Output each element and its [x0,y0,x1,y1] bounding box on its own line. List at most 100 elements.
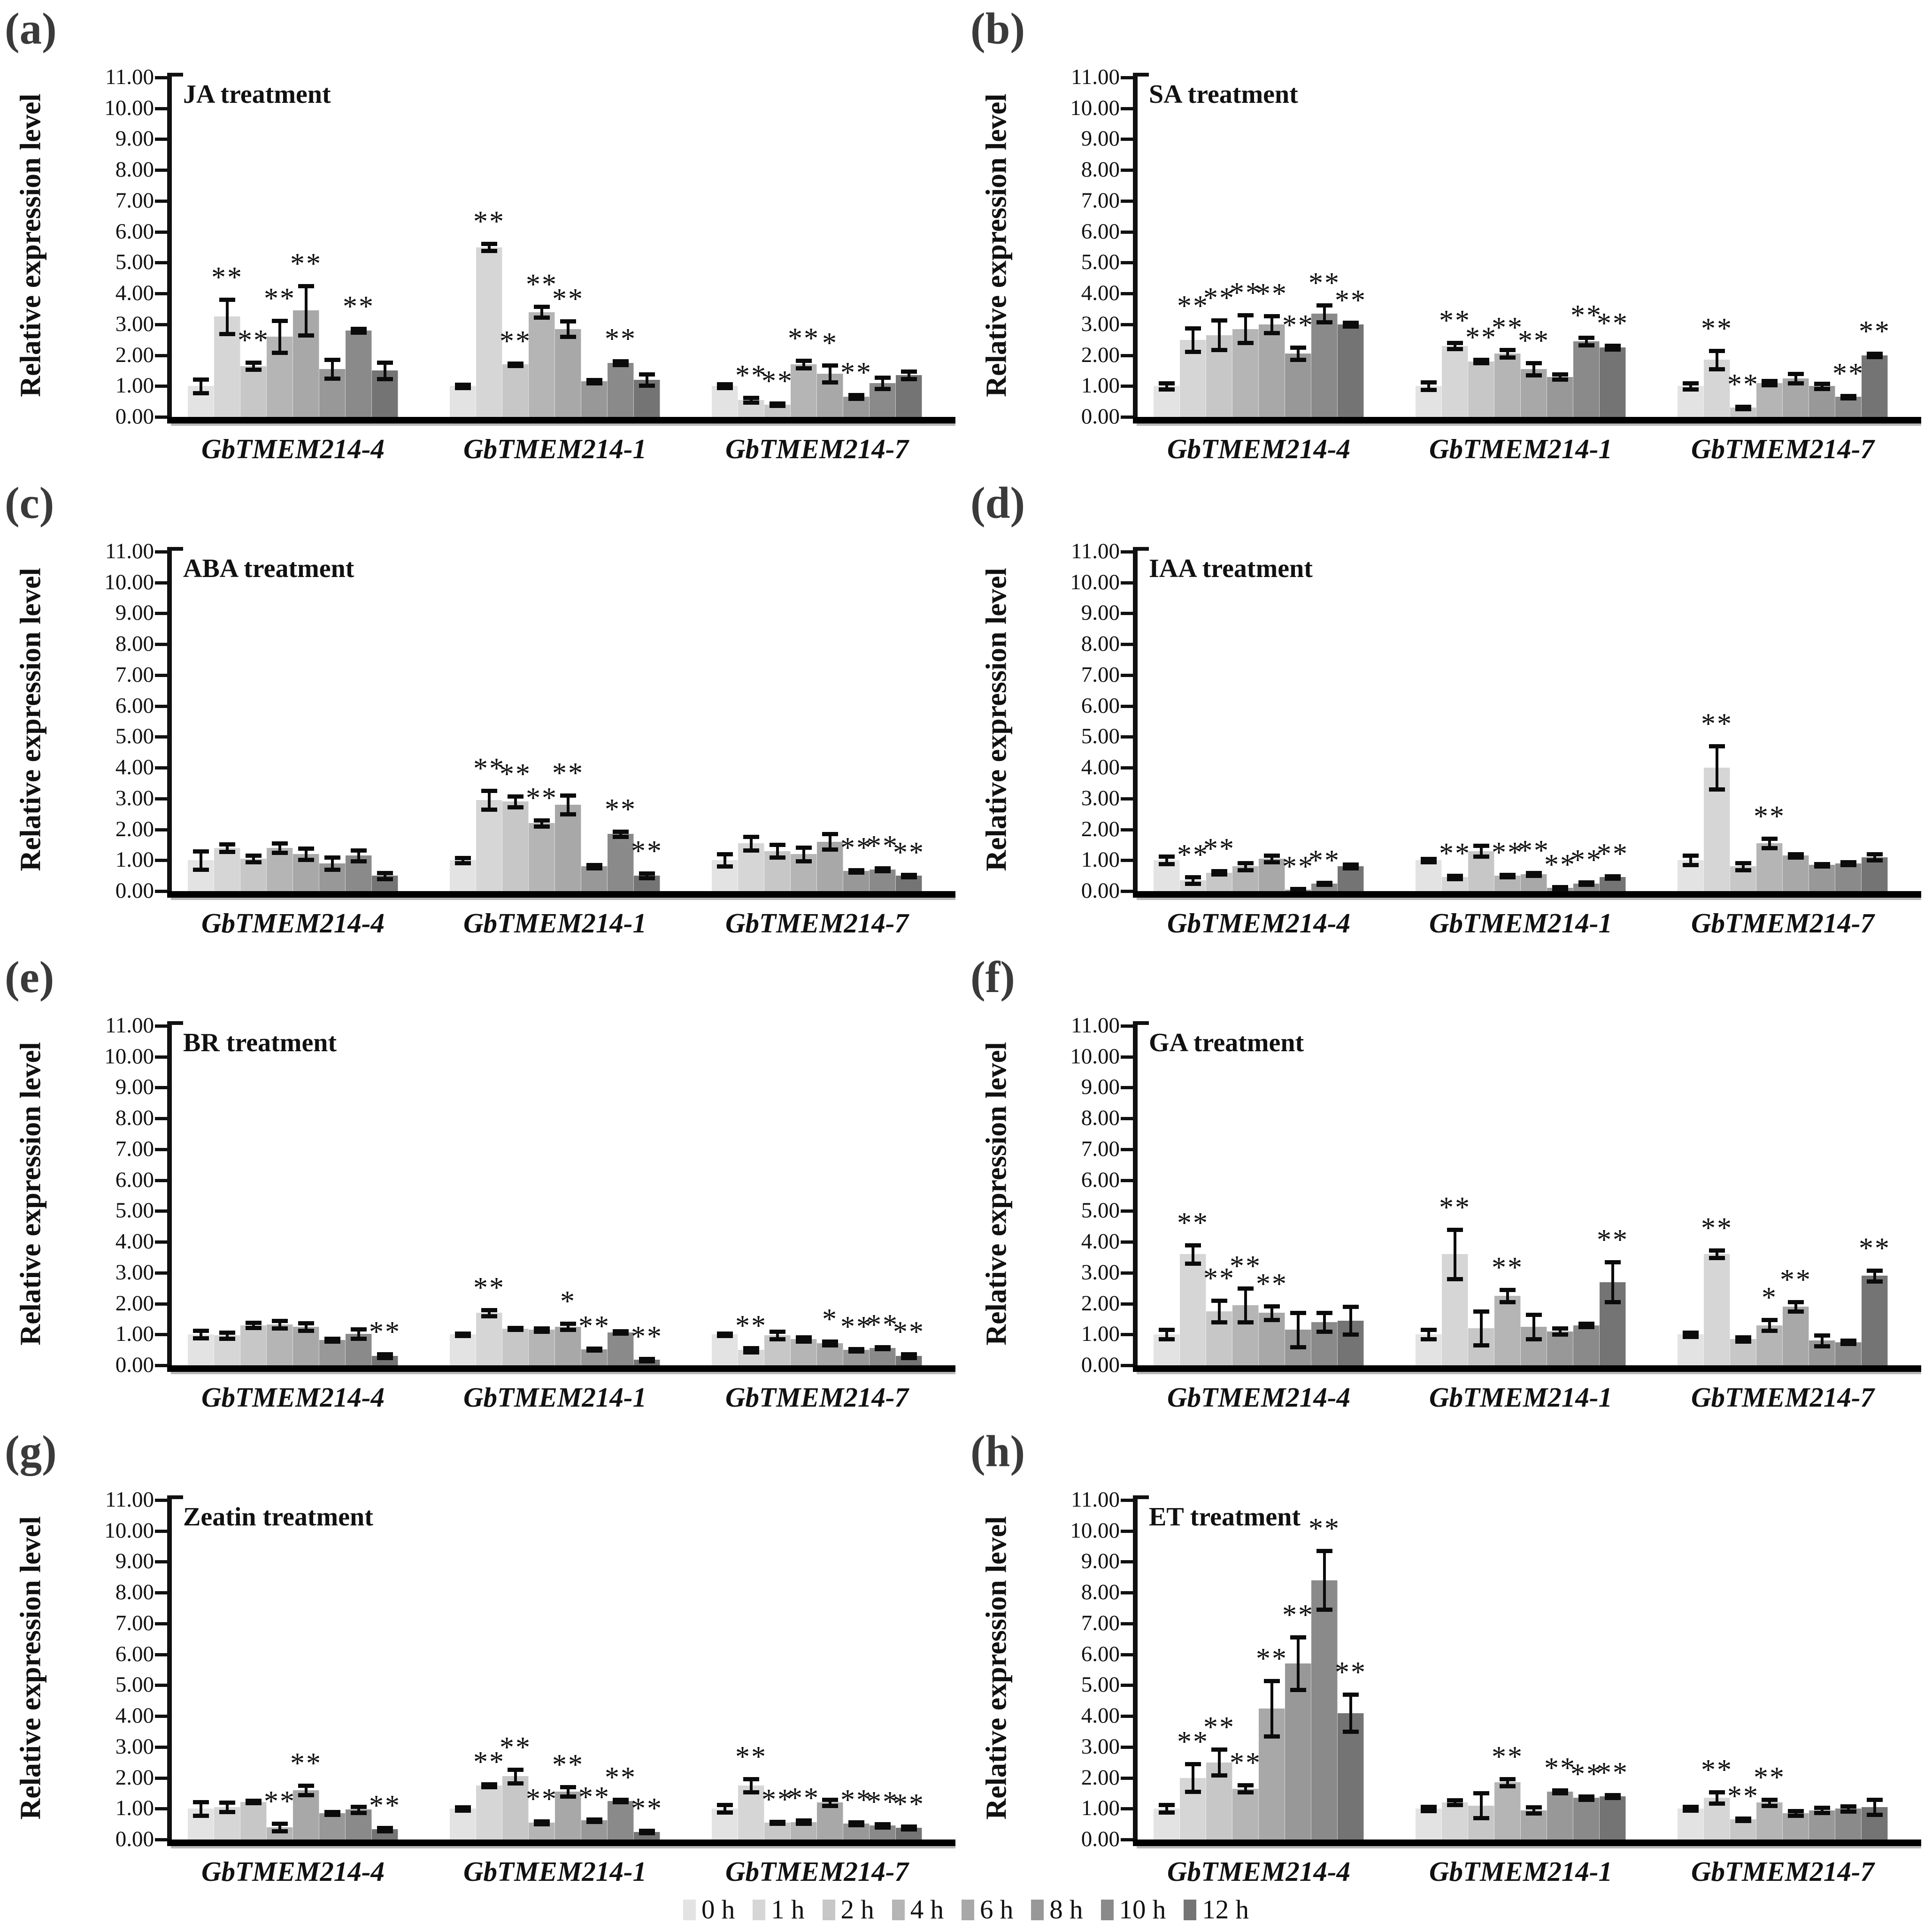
y-tick-label: 3.00 [115,785,154,810]
error-bar-cap-top [1421,856,1437,861]
significance-stars: * [822,1303,838,1335]
error-bar-cap-bottom [1788,855,1804,860]
error-bar-cap-bottom [508,1781,523,1786]
error-bar-cap-bottom [1814,1810,1830,1815]
y-tick-label: 6.00 [1081,693,1120,718]
significance-stars: ** [1230,1250,1262,1282]
error-bar-cap-top [324,1809,340,1814]
error-bar [1480,1311,1483,1346]
error-bar-cap-top [901,369,917,374]
error-bar [1323,305,1326,322]
y-tick-mark [1121,1529,1133,1533]
error-bar-cap-top [743,1346,759,1350]
error-bar-cap-top [1159,1803,1175,1808]
error-bar-cap-bottom [1343,866,1359,871]
error-bar-cap-top [246,1321,262,1325]
x-axis-shadow [171,1846,955,1848]
legend-label: 12 h [1202,1895,1249,1924]
error-bar-cap-top [377,360,393,365]
x-axis-line [1133,1365,1921,1372]
error-bar-cap-top [1762,837,1778,841]
error-bar-cap-top [901,872,917,877]
y-tick-label: 10.00 [104,1518,154,1543]
y-tick-label: 7.00 [1081,1136,1120,1161]
error-bar-cap-bottom [298,1328,314,1333]
y-tick-mark [1121,1838,1133,1841]
significance-stars: ** [1439,838,1471,870]
error-bar [305,848,308,860]
bar-GbTMEM214-1-0h [450,860,476,891]
error-bar-cap-top [1788,852,1804,857]
panel-title: GA treatment [1149,1028,1304,1057]
y-tick-mark [1121,704,1133,708]
significance-stars: ** [1309,1513,1340,1545]
error-bar-cap-top [1343,1693,1359,1697]
significance-stars: ** [735,359,767,392]
panel-h: (h) Relative expression level 0.00 1.00 2.00… [966,1423,1932,1897]
y-tick-label: 7.00 [1081,188,1120,213]
panel-letter: (e) [5,952,54,1002]
y-tick-mark [1121,1653,1133,1656]
significance-stars: ** [211,262,243,294]
panel-f: (f) Relative expression level 0.00 1.00 2.00… [966,948,1932,1423]
error-bar-cap-bottom [1709,367,1725,372]
error-bar-cap-bottom [1500,355,1516,360]
error-bar-cap-bottom [351,1810,367,1815]
legend: 0 h 1 h 2 h 4 h 6 h 8 h 10 h 12 h [0,1894,1932,1925]
error-bar-cap-top [822,1797,838,1802]
error-bar-cap-top [1238,861,1254,865]
error-bar [305,1323,308,1331]
y-tick-mark [155,230,167,234]
error-bar-cap-top [219,1330,235,1335]
error-bar-cap-top [1762,1317,1778,1322]
error-bar [829,365,831,382]
y-tick-label: 11.00 [1070,1487,1120,1512]
error-bar-cap-bottom [351,1336,367,1341]
error-bar-cap-bottom [901,1356,917,1361]
error-bar [567,795,570,814]
bar-GbTMEM214-4-2h [240,1325,267,1365]
error-bar-cap-bottom [481,1314,497,1318]
y-tick-label: 4.00 [1081,1229,1120,1254]
legend-swatch [892,1899,905,1920]
y-tick-mark [155,1271,167,1275]
y-tick-mark [155,797,167,801]
y-tick-mark [1121,1591,1133,1595]
error-bar-cap-top [1762,1797,1778,1802]
y-tick-mark [155,1240,167,1244]
error-bar-cap-bottom [1316,320,1332,324]
error-bar [776,1332,779,1339]
error-bar [226,844,229,852]
error-bar-cap-bottom [1526,874,1542,878]
x-axis-line [167,1365,955,1372]
error-bar-cap-bottom [324,1339,340,1344]
error-bar-cap-top [1159,1328,1175,1332]
panel-title: IAA treatment [1149,554,1313,583]
x-axis-shadow [171,898,955,900]
significance-stars: ** [867,830,899,862]
y-tick-label: 6.00 [1081,1641,1120,1666]
error-bar-cap-top [246,854,262,858]
y-tick-mark [155,859,167,862]
bar-GbTMEM214-1-2h [502,364,529,417]
error-bar-cap-top [1552,885,1568,889]
significance-stars: ** [1859,1232,1891,1264]
error-bar-cap-top [1814,382,1830,386]
y-tick-label: 10.00 [1070,1044,1120,1069]
y-tick-mark [1121,323,1133,326]
y-tick-mark [155,1653,167,1656]
y-tick-mark [155,1838,167,1841]
y-tick-label: 8.00 [115,1580,154,1605]
y-tick-label: 4.00 [115,1703,154,1728]
error-bar-cap-top [351,848,367,853]
error-bar-cap-bottom [1159,1337,1175,1342]
error-bar-cap-top [1264,1304,1280,1309]
error-bar-cap-bottom [1578,1797,1594,1802]
significance-stars: ** [1544,848,1576,881]
bar-GbTMEM214-1-4h [529,823,555,891]
panel-title: ET treatment [1149,1502,1301,1532]
y-tick-label: 5.00 [115,250,154,275]
error-bar [1506,1289,1509,1302]
y-tick-mark [155,766,167,770]
significance-stars: ** [1203,833,1235,865]
